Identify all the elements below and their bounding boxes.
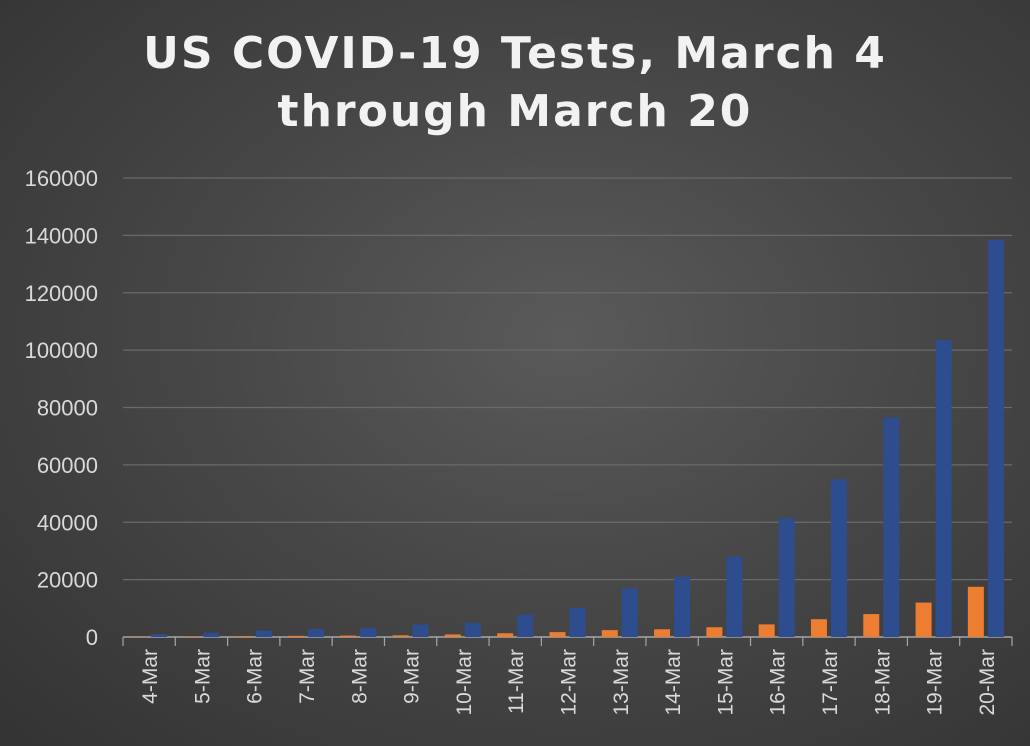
bar-series-1	[549, 632, 566, 637]
bar-series-2	[830, 479, 847, 637]
x-tick-label: 20-Mar	[976, 649, 999, 716]
bar-series-1	[810, 619, 827, 637]
bar-series-2	[883, 417, 900, 637]
x-tick-label: 11-Mar	[505, 649, 528, 714]
bar-series-1	[967, 586, 984, 637]
x-tick-label: 9-Mar	[401, 649, 424, 704]
bar-series-2	[569, 608, 586, 637]
bar-series-2	[726, 556, 743, 637]
bar-series-1	[183, 636, 200, 637]
bar-series-2	[517, 614, 534, 637]
x-tick-label: 8-Mar	[348, 649, 371, 704]
bar-series-2	[255, 630, 272, 637]
x-tick-label: 4-Mar	[139, 649, 162, 704]
bar-series-1	[601, 630, 618, 637]
x-tick-label: 15-Mar	[714, 649, 737, 716]
bar-series-1	[497, 633, 514, 637]
x-tick-label: 17-Mar	[819, 649, 842, 716]
bar-series-2	[778, 517, 795, 637]
bar-series-2	[308, 628, 325, 637]
bar-series-2	[412, 624, 429, 637]
chart-title-line-2: through March 20	[277, 86, 753, 137]
y-tick-label: 0	[86, 625, 98, 650]
x-tick-label: 18-Mar	[871, 649, 894, 716]
x-tick-label: 10-Mar	[453, 649, 476, 716]
bar-series-1	[235, 636, 252, 637]
y-tick-label: 20000	[37, 568, 98, 593]
bar-series-2	[987, 239, 1004, 637]
bar-series-1	[392, 635, 409, 637]
bar-series-1	[706, 627, 723, 637]
chart-title-line-1: US COVID-19 Tests, March 4	[143, 28, 887, 79]
bar-series-2	[151, 634, 168, 637]
bar-series-1	[444, 634, 461, 637]
x-tick-label: 7-Mar	[296, 649, 319, 704]
bar-series-1	[288, 635, 305, 637]
y-tick-label: 80000	[37, 396, 98, 421]
bar-series-2	[464, 622, 481, 637]
bar-series-2	[203, 632, 220, 637]
x-tick-label: 19-Mar	[924, 649, 947, 716]
y-tick-label: 40000	[37, 510, 98, 535]
bar-series-2	[621, 588, 638, 637]
bar-series-2	[935, 340, 952, 637]
x-tick-label: 6-Mar	[244, 649, 267, 704]
bar-series-2	[674, 576, 691, 637]
x-tick-label: 14-Mar	[662, 649, 685, 716]
bar-series-2	[360, 627, 377, 637]
bar-series-1	[863, 614, 880, 637]
y-tick-label: 120000	[25, 281, 98, 306]
bar-series-1	[915, 602, 932, 637]
y-tick-label: 60000	[37, 453, 98, 478]
y-tick-label: 140000	[25, 223, 98, 248]
y-tick-label: 160000	[25, 166, 98, 191]
x-tick-label: 5-Mar	[191, 649, 214, 704]
x-tick-label: 12-Mar	[558, 649, 581, 716]
bar-series-1	[340, 635, 357, 637]
bar-series-1	[758, 624, 775, 637]
x-tick-label: 13-Mar	[610, 649, 633, 716]
bar-series-1	[654, 629, 671, 637]
y-tick-label: 100000	[25, 338, 98, 363]
x-tick-label: 16-Mar	[767, 649, 790, 716]
